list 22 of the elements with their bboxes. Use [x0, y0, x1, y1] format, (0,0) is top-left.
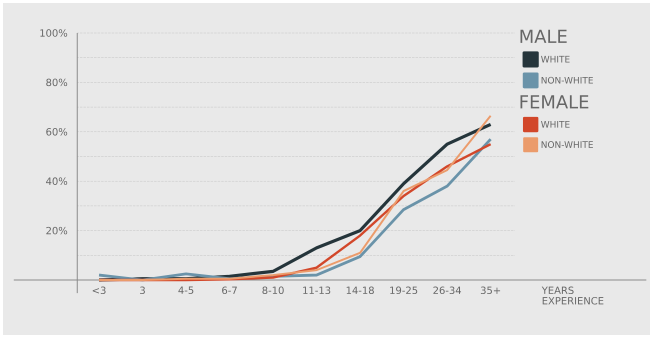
- x-tick-label: 19-25: [390, 286, 418, 294]
- x-tick-label: 14-18: [346, 286, 374, 294]
- x-tick-label: <3: [92, 286, 106, 294]
- y-tick-label: 100%: [40, 29, 68, 37]
- legend-label: NON-WHITE: [542, 141, 593, 148]
- x-tick-label: 35+: [480, 286, 500, 294]
- y-tick-label: 80%: [46, 78, 68, 86]
- y-tick-label: 40%: [46, 177, 68, 185]
- x-tick-label: 26-34: [433, 286, 462, 294]
- x-tick-label: 6-7: [222, 286, 237, 294]
- legend-label: NON-WHITE: [542, 76, 593, 84]
- x-tick-label: 4-5: [178, 286, 194, 294]
- y-tick-label: 20%: [46, 226, 68, 234]
- text: FEMALE: [520, 95, 588, 108]
- x-tick-label: 11-13: [303, 286, 330, 294]
- x-axis-title: YEARS EXPERIENCE: [542, 286, 604, 305]
- x-tick-label: 8-10: [262, 286, 284, 294]
- y-tick-label: 60%: [46, 128, 68, 136]
- text: MALE: [520, 30, 567, 43]
- legend-label: WHITE: [541, 121, 570, 128]
- x-tick-label: 3: [140, 286, 145, 294]
- legend-label: WHITE: [541, 56, 570, 62]
